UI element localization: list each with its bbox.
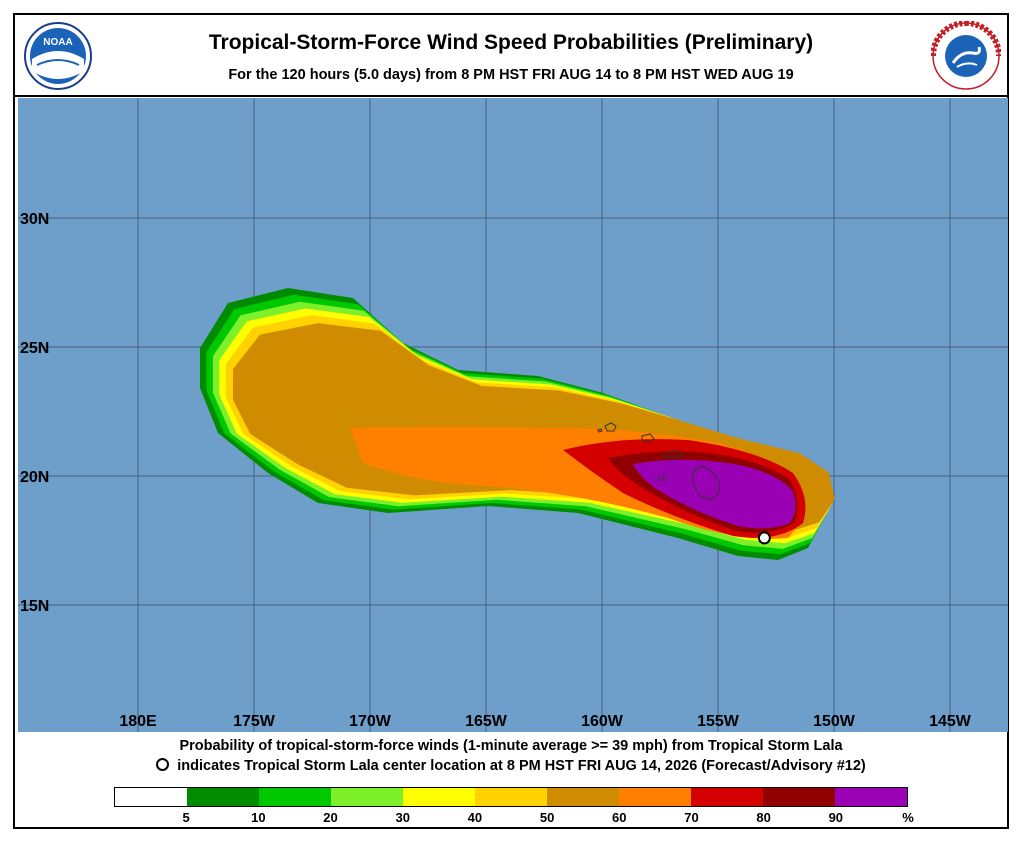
legend-swatch (691, 787, 763, 807)
legend-tick-label: 50 (539, 810, 555, 825)
storm-center-marker (757, 531, 771, 545)
longitude-label: 170W (349, 713, 392, 730)
longitude-label: 155W (697, 713, 740, 730)
legend-swatch (547, 787, 619, 807)
legend-swatch (835, 787, 908, 807)
center-caption-text: indicates Tropical Storm Lala center loc… (177, 758, 866, 774)
legend-swatch (114, 787, 187, 807)
legend-swatch (763, 787, 835, 807)
kauai-island (604, 422, 617, 432)
molokai-maui-islands (663, 450, 686, 459)
legend-swatch (259, 787, 331, 807)
legend-tick-label: 90 (828, 810, 844, 825)
legend-tick-label: 20 (323, 810, 338, 825)
latitude-labels: 30N 25N 20N 15N (20, 211, 49, 615)
longitude-label: 180E (119, 713, 157, 730)
hawaiian-islands: HI (597, 422, 721, 501)
page-title: Tropical-Storm-Force Wind Speed Probabil… (208, 31, 814, 54)
longitude-labels: 180E 175W 170W 165W 160W 155W 150W 145W (119, 713, 971, 730)
legend-tick-label: 30 (395, 810, 410, 825)
nws-logo (931, 21, 1001, 90)
probability-map: HI 30N 25N 20N 15N 180E 175W 170W 165W 160W 155W… (18, 98, 1008, 732)
probability-contours (200, 288, 835, 560)
longitude-label: 165W (465, 713, 508, 730)
legend-swatch (403, 787, 475, 807)
legend-swatch (331, 787, 403, 807)
page-subtitle: For the 120 hours (5.0 days) from 8 PM H… (228, 67, 794, 83)
longitude-label: 145W (929, 713, 972, 730)
legend-footer: Probability of tropical-storm-force wind… (13, 733, 1009, 829)
legend-tick-label: 10 (251, 810, 266, 825)
color-scale (114, 787, 908, 807)
svg-text:NOAA: NOAA (43, 37, 72, 48)
state-label: HI (658, 473, 667, 483)
latitude-label: 20N (20, 469, 49, 486)
legend-swatch (187, 787, 259, 807)
longitude-label: 175W (233, 713, 276, 730)
latitude-label: 25N (20, 340, 49, 357)
big-island (691, 465, 721, 501)
legend-caption: Probability of tropical-storm-force wind… (179, 738, 843, 754)
oahu-island (641, 433, 655, 443)
legend-swatch (619, 787, 691, 807)
latitude-label: 30N (20, 211, 49, 228)
legend-tick-label: % (902, 810, 914, 825)
legend-tick-label: 40 (467, 810, 483, 825)
legend-tick-label: 60 (612, 810, 627, 825)
latitude-label: 15N (20, 598, 49, 615)
legend-swatch (475, 787, 547, 807)
center-caption: indicates Tropical Storm Lala center loc… (13, 758, 1009, 774)
legend-tick-label: 70 (684, 810, 699, 825)
center-circle-icon (156, 758, 170, 771)
noaa-logo: NOAA (24, 22, 92, 90)
niihau-island (597, 428, 603, 433)
header: NOAA Tropical-Storm-Force Wind Speed Pro… (15, 15, 1007, 97)
legend-tick-label: 80 (756, 810, 771, 825)
longitude-label: 150W (813, 713, 856, 730)
legend-tick-label: 5 (182, 810, 190, 825)
contour-band (633, 459, 796, 529)
color-scale-ticks: 5 10 20 30 40 50 60 70 80 90% (114, 810, 914, 828)
longitude-label: 160W (581, 713, 624, 730)
